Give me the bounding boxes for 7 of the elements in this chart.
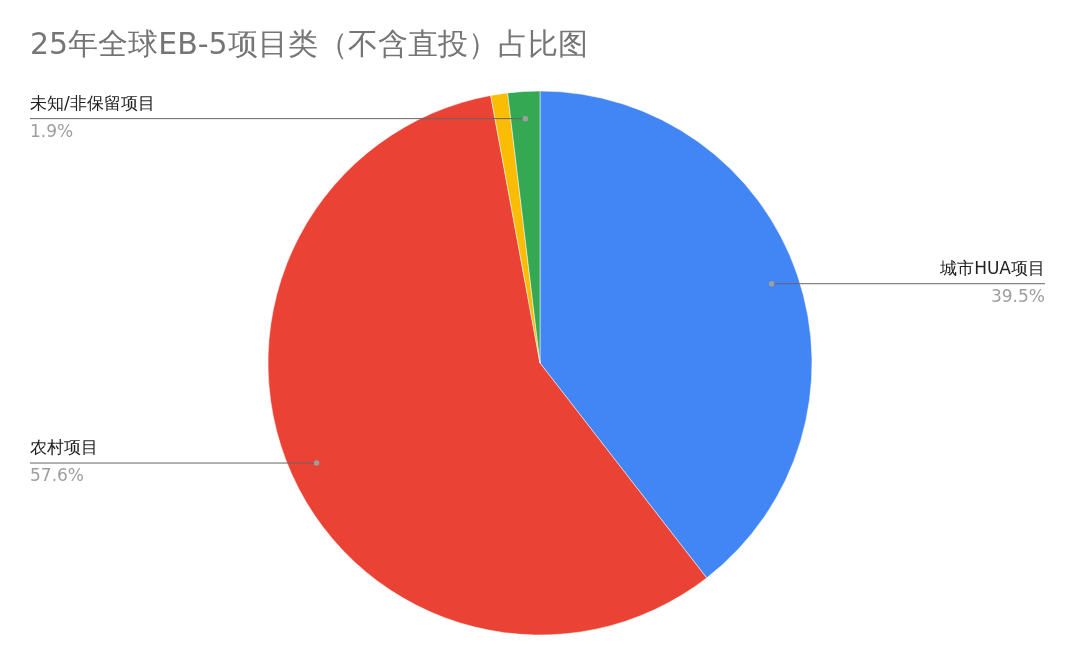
data-label: 57.6% [30, 465, 85, 486]
chart-title: 25年全球EB-5项目类（不含直投）占比图 [30, 26, 588, 61]
slice-label: 未知/非保留项目 [30, 92, 155, 113]
slice-label: 城市HUA项目 [939, 257, 1045, 278]
slice-label: 农村项目 [30, 437, 98, 458]
data-label: 1.9% [30, 120, 74, 141]
data-label: 39.5% [990, 285, 1045, 306]
